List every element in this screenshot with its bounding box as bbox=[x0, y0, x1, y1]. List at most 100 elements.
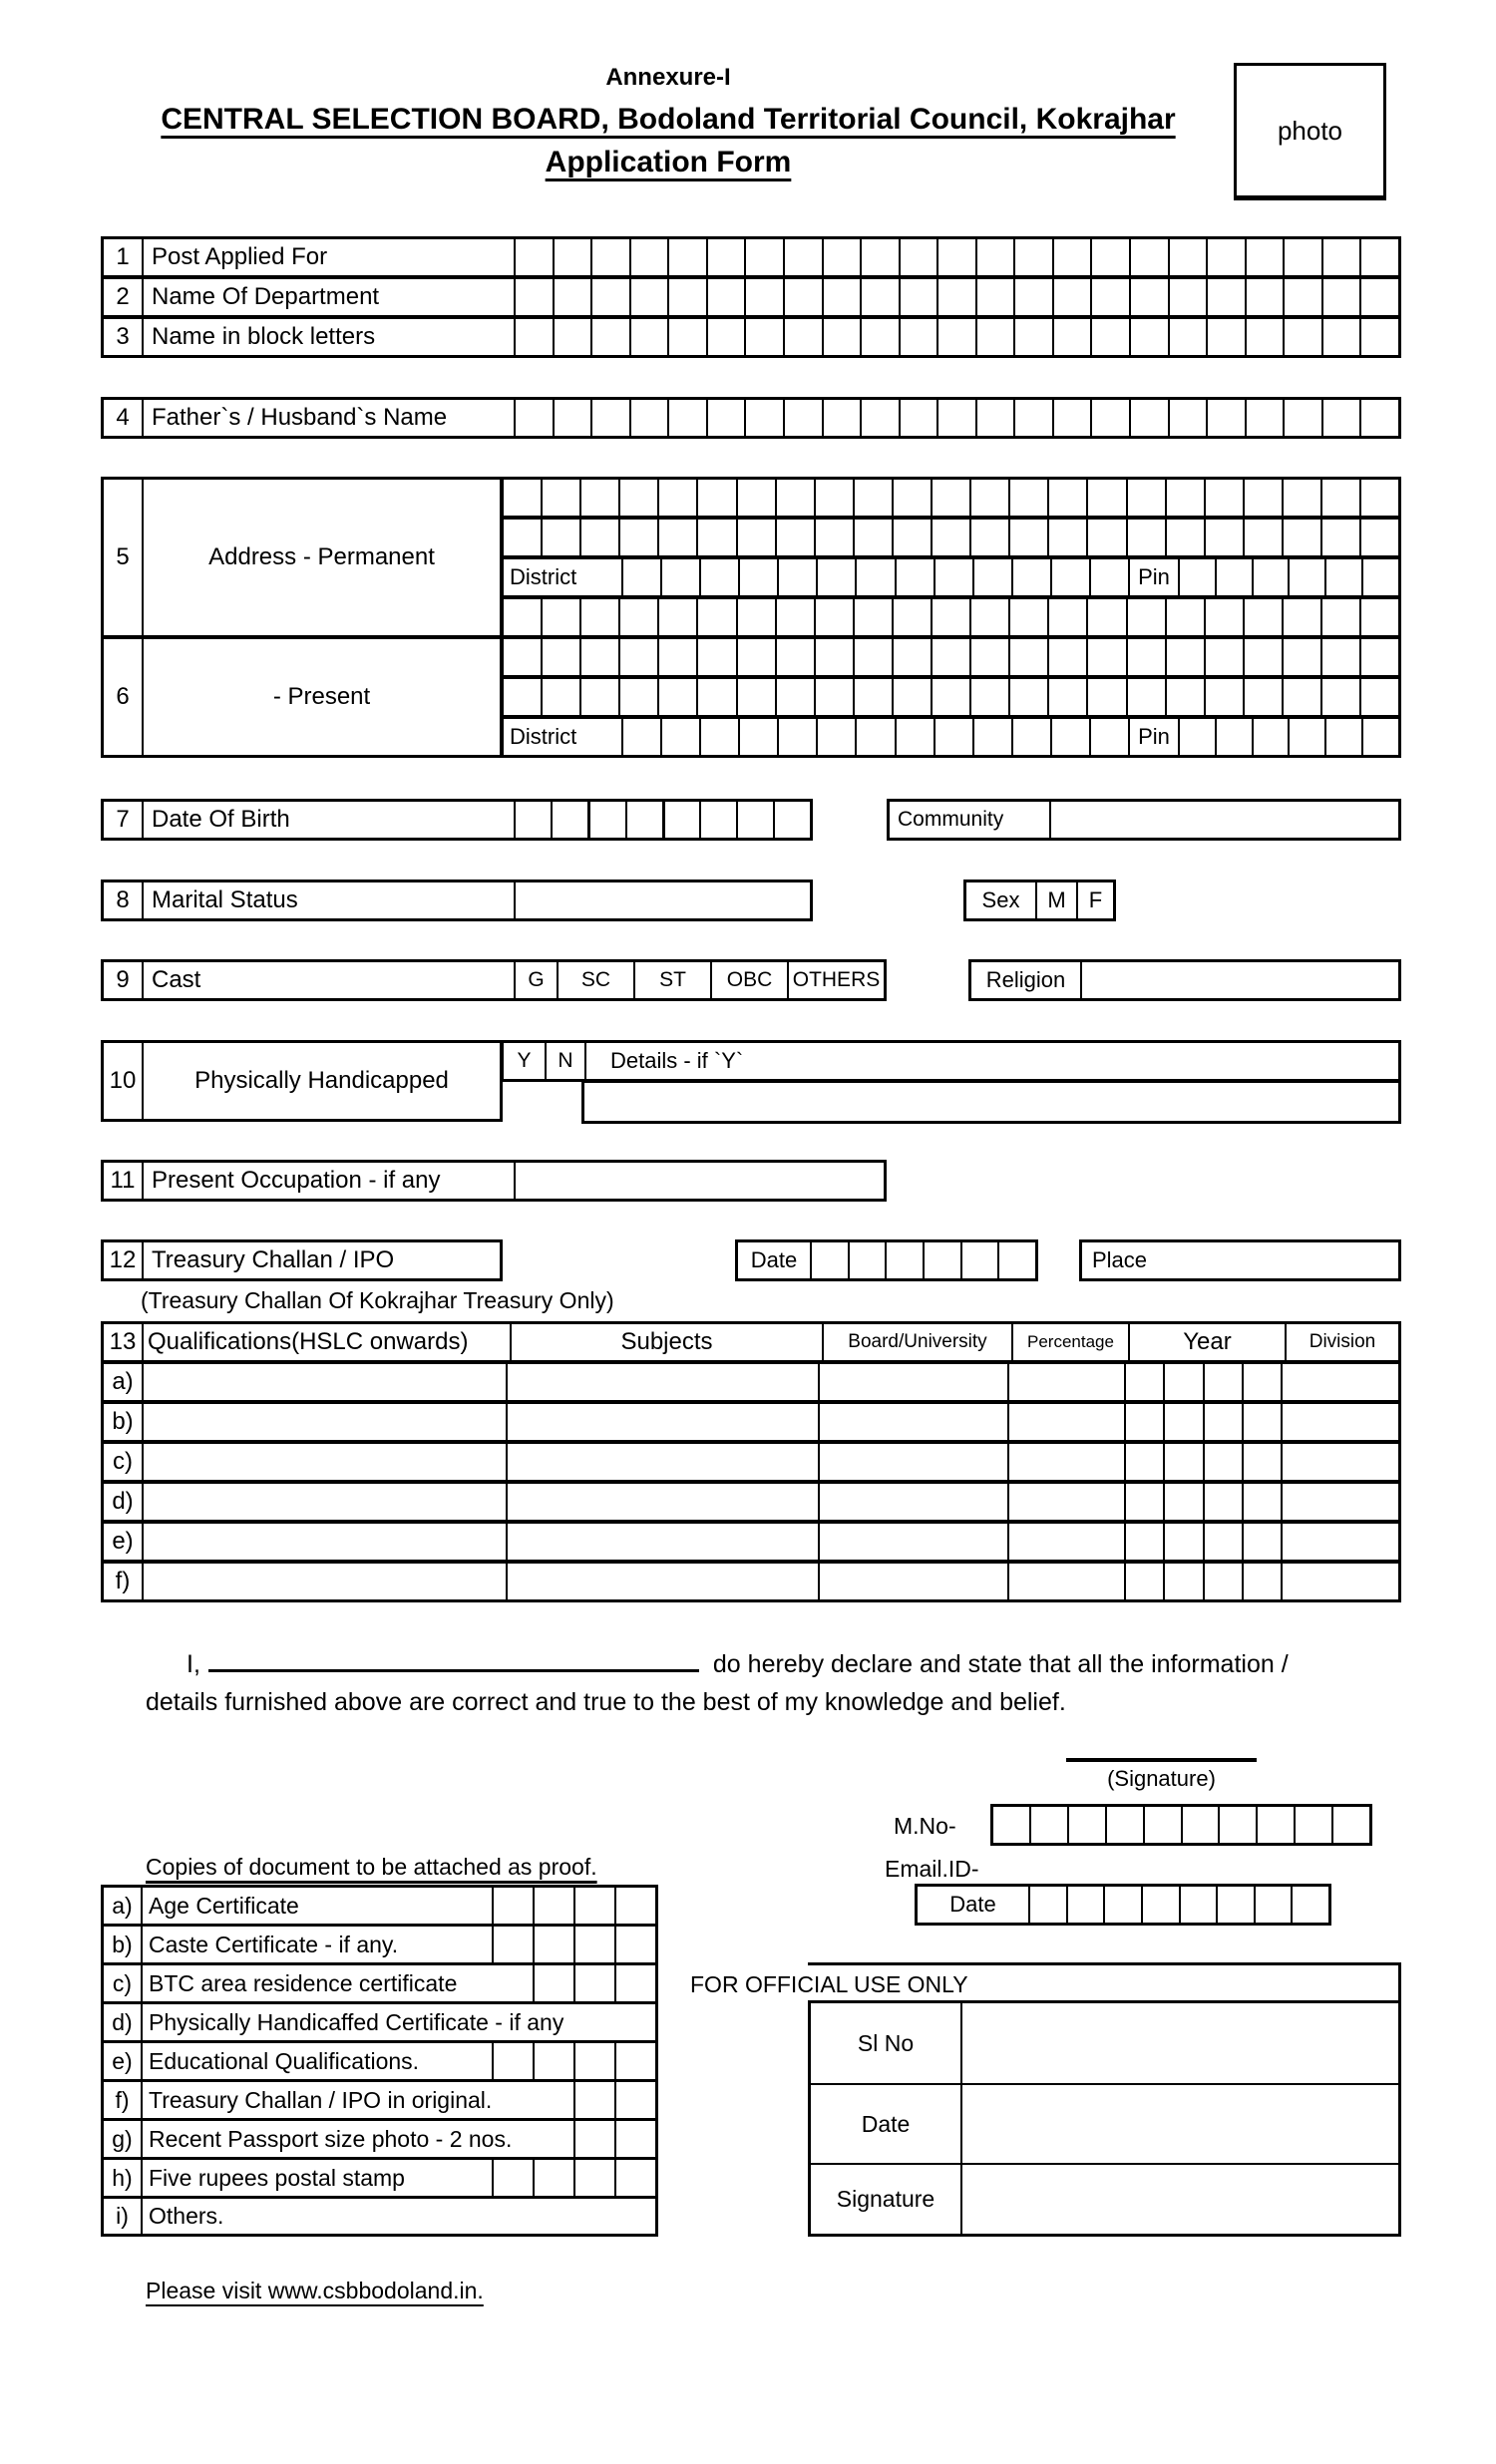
letter-cell bbox=[971, 520, 1011, 555]
percentage-field bbox=[1009, 1484, 1126, 1520]
footer-note: Please visit www.csbbodoland.in. bbox=[146, 2278, 484, 2304]
letter-cell bbox=[1145, 1807, 1183, 1843]
letter-cell bbox=[935, 719, 974, 755]
qualification-row-d: d) bbox=[101, 1481, 1401, 1523]
letter-cell bbox=[1091, 559, 1128, 595]
letter-cell bbox=[1322, 639, 1362, 675]
letter-cell bbox=[938, 319, 977, 355]
document-row-c: c) BTC area residence certificate bbox=[101, 1962, 658, 2004]
letter-cell bbox=[1013, 559, 1052, 595]
row-number: 6 bbox=[104, 639, 144, 755]
letter-cell bbox=[1323, 319, 1362, 355]
subjects-field bbox=[508, 1524, 820, 1560]
letter-cell bbox=[1170, 239, 1209, 275]
official-row-slno: Sl No bbox=[811, 2003, 1398, 2085]
tick-cell bbox=[533, 2043, 573, 2079]
tick-cell bbox=[533, 1888, 573, 1924]
division-field bbox=[1283, 1564, 1398, 1599]
col-header-division: Division bbox=[1309, 1331, 1376, 1352]
col-header-board: Board/University bbox=[824, 1324, 1013, 1360]
letter-cell bbox=[1247, 239, 1286, 275]
letter-cell bbox=[1206, 480, 1245, 516]
row-label: Cast bbox=[144, 962, 516, 998]
letter-cell bbox=[662, 719, 702, 755]
letter-cell bbox=[738, 679, 777, 715]
qualification-field bbox=[144, 1524, 508, 1560]
signature-caption: (Signature) bbox=[1107, 1766, 1216, 1791]
letter-cell bbox=[1052, 719, 1091, 755]
letter-cell bbox=[933, 599, 972, 635]
letter-cell bbox=[974, 559, 1013, 595]
qualification-row-b: b) bbox=[101, 1401, 1401, 1443]
letter-cell bbox=[738, 802, 776, 838]
letter-cell bbox=[777, 639, 816, 675]
row-number: 5 bbox=[104, 480, 144, 635]
letter-cell bbox=[1128, 599, 1167, 635]
document-row-h: h) Five rupees postal stamp bbox=[101, 2157, 658, 2199]
row-label: - Present bbox=[272, 683, 371, 710]
year-digit-grid bbox=[1126, 1524, 1281, 1560]
row-letter: f) bbox=[104, 1564, 144, 1599]
row-letter: c) bbox=[104, 1444, 144, 1480]
letter-cell bbox=[1015, 400, 1054, 436]
col-header-year: Year bbox=[1130, 1324, 1287, 1360]
letter-grid bbox=[623, 559, 1128, 595]
address-line-grid bbox=[501, 517, 1401, 558]
row-number: 3 bbox=[104, 319, 144, 355]
letter-cell bbox=[897, 559, 935, 595]
letter-cell bbox=[775, 802, 810, 838]
subjects-field bbox=[508, 1444, 820, 1480]
slno-field bbox=[962, 2003, 1398, 2083]
form-row-treasury: 12 Treasury Challan / IPO bbox=[101, 1239, 503, 1281]
form-row-address-permanent: 5 Address - Permanent bbox=[101, 477, 503, 638]
letter-cell bbox=[777, 599, 816, 635]
tick-cell bbox=[533, 1965, 573, 2001]
item-letter: f) bbox=[104, 2082, 143, 2118]
letter-grid bbox=[1180, 719, 1398, 755]
declaration-line-1: I, do hereby declare and state that all t… bbox=[187, 1645, 1289, 1679]
letter-cell bbox=[1205, 1484, 1244, 1520]
letter-cell bbox=[1167, 599, 1206, 635]
letter-cell bbox=[592, 279, 631, 315]
letter-cell bbox=[1244, 1404, 1281, 1440]
letter-cell bbox=[777, 520, 816, 555]
letter-cell bbox=[855, 520, 894, 555]
letter-cell bbox=[1285, 319, 1323, 355]
division-field bbox=[1283, 1364, 1398, 1400]
letter-cell bbox=[746, 319, 785, 355]
row-number: 11 bbox=[104, 1163, 144, 1199]
letter-cell bbox=[1052, 559, 1091, 595]
form-row-post-applied: 1 Post Applied For bbox=[101, 236, 1401, 278]
form-row-occupation: 11 Present Occupation - if any bbox=[101, 1160, 887, 1202]
letter-cell bbox=[504, 679, 544, 715]
letter-cell bbox=[1180, 559, 1217, 595]
letter-cell bbox=[1131, 279, 1170, 315]
letter-cell bbox=[1143, 1887, 1181, 1923]
letter-cell bbox=[504, 599, 544, 635]
row-number: 8 bbox=[104, 882, 144, 918]
signature-date-box: Date bbox=[915, 1884, 1331, 1926]
tick-cell bbox=[614, 2160, 655, 2196]
letter-cell bbox=[1128, 480, 1167, 516]
letter-cell bbox=[659, 679, 699, 715]
subjects-field bbox=[508, 1564, 820, 1599]
religion-box: Religion bbox=[968, 959, 1401, 1001]
letter-cell bbox=[1010, 599, 1050, 635]
row-label: Name in block letters bbox=[144, 319, 516, 355]
challan-date-box: Date bbox=[735, 1239, 1038, 1281]
letter-cell bbox=[816, 520, 855, 555]
item-label: Others. bbox=[149, 2203, 224, 2229]
letter-cell bbox=[1181, 1887, 1219, 1923]
letter-cell bbox=[620, 639, 660, 675]
letter-cell bbox=[1323, 400, 1362, 436]
letter-cell bbox=[1167, 679, 1206, 715]
letter-cell bbox=[1092, 279, 1131, 315]
tick-cell bbox=[492, 2160, 533, 2196]
letter-cell bbox=[1126, 1364, 1166, 1400]
pin-label: Pin bbox=[1128, 559, 1180, 595]
letter-cell bbox=[862, 239, 901, 275]
letter-cell bbox=[581, 639, 621, 675]
letter-cell bbox=[1180, 719, 1217, 755]
letter-cell bbox=[1068, 1887, 1106, 1923]
item-letter: e) bbox=[104, 2043, 143, 2079]
